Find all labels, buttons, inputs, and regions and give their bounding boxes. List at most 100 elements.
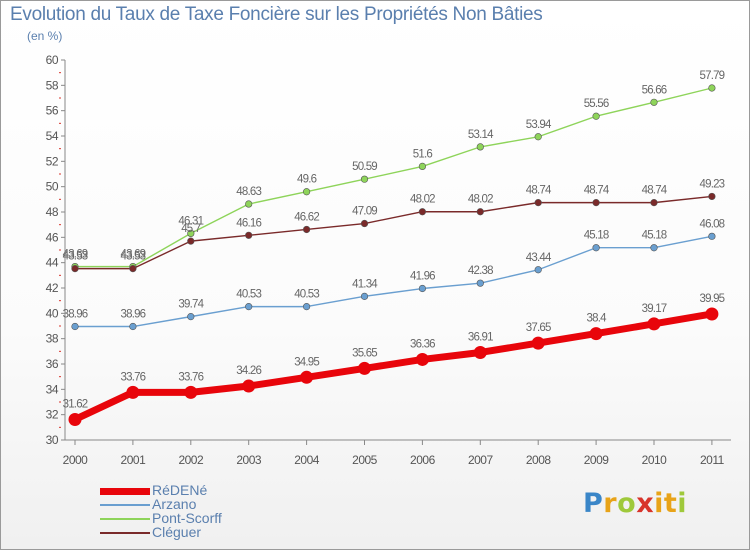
data-label: 38.96: [63, 309, 88, 321]
data-label: 57.79: [700, 70, 725, 82]
y-tick-label: 52: [46, 154, 59, 168]
data-point: [184, 385, 198, 399]
logo-letter: t: [663, 488, 678, 519]
data-point: [303, 188, 311, 196]
data-label: 51.6: [413, 148, 433, 160]
x-tick-label: 2010: [642, 453, 668, 467]
data-point: [589, 327, 603, 341]
data-point: [708, 84, 716, 92]
legend: RéDENé Arzano Pont-Scorff Cléguer: [100, 482, 300, 540]
series-line-arzano: [75, 235, 713, 328]
data-label: 46.08: [700, 218, 725, 230]
data-label: 48.74: [526, 185, 552, 197]
data-point: [126, 385, 140, 399]
x-tick-label: 2005: [352, 453, 378, 467]
data-point: [245, 231, 253, 239]
data-point: [71, 322, 79, 331]
data-point: [360, 175, 369, 183]
data-point: [647, 317, 661, 331]
legend-label: Cléguer: [152, 524, 202, 540]
y-tick-label: 40: [46, 306, 59, 320]
data-label: 49.6: [297, 174, 317, 186]
data-label: 53.94: [526, 119, 552, 131]
data-label: 39.17: [642, 303, 667, 315]
data-label: 48.02: [468, 194, 493, 206]
logo-letter: r: [603, 488, 618, 519]
data-point: [71, 265, 79, 273]
data-point: [592, 199, 600, 207]
y-tick-label: 54: [46, 129, 59, 143]
data-label: 39.95: [700, 293, 725, 305]
series-line-pont-scorff: [75, 87, 713, 268]
data-label: 33.76: [121, 371, 146, 383]
logo-letter: i: [654, 488, 664, 519]
logo-letter: x: [636, 488, 655, 519]
y-tick-label: 60: [46, 53, 59, 67]
data-point: [68, 412, 82, 426]
data-label: 34.95: [294, 356, 319, 368]
data-label: 48.02: [410, 194, 435, 206]
data-label: 53.14: [468, 129, 494, 141]
data-label: 47.09: [352, 206, 377, 218]
legend-swatch: [100, 487, 150, 495]
data-label: 31.62: [63, 398, 88, 410]
legend-swatch: [100, 518, 150, 520]
data-point: [708, 232, 716, 240]
logo-letter: i: [677, 488, 688, 519]
proxiti-logo: Proxiti: [583, 488, 687, 519]
legend-swatch: [100, 532, 150, 534]
data-point: [650, 199, 658, 207]
data-label: 50.59: [352, 161, 377, 173]
data-point: [300, 370, 314, 384]
legend-item: Pont-Scorff: [100, 510, 300, 526]
data-label: 39.74: [178, 299, 204, 311]
data-point: [245, 303, 253, 311]
data-label: 43.44: [526, 252, 552, 264]
data-point: [187, 229, 195, 238]
data-point: [650, 244, 658, 252]
data-label: 35.65: [352, 347, 377, 359]
data-point: [705, 307, 719, 321]
data-point: [242, 379, 256, 393]
data-label: 48.74: [642, 185, 668, 197]
legend-label: RéDENé: [152, 482, 208, 498]
x-tick-label: 2008: [526, 453, 552, 467]
legend-item: RéDENé: [100, 482, 300, 498]
data-label: 45.7: [181, 223, 201, 235]
y-tick-label: 56: [46, 104, 59, 118]
data-label: 45.18: [642, 230, 667, 242]
data-point: [129, 265, 137, 273]
data-label: 46.31: [178, 215, 203, 227]
data-point: [418, 162, 427, 170]
y-tick-label: 34: [46, 382, 59, 396]
x-tick-label: 2003: [236, 453, 262, 467]
x-tick-label: 2002: [178, 453, 204, 467]
data-label: 46.62: [294, 211, 319, 223]
data-point: [592, 112, 600, 120]
data-label: 38.96: [121, 309, 146, 321]
data-label: 43.69: [121, 249, 146, 261]
data-label: 55.56: [584, 98, 609, 110]
data-label: 43.53: [121, 251, 146, 263]
data-point: [592, 244, 600, 252]
data-label: 34.26: [236, 365, 261, 377]
data-label: 37.65: [526, 322, 551, 334]
data-label: 40.53: [236, 289, 261, 301]
y-tick-label: 44: [46, 256, 59, 270]
data-label: 43.69: [63, 249, 88, 261]
data-label: 38.4: [587, 313, 608, 325]
data-point: [476, 208, 484, 216]
data-point: [418, 208, 427, 216]
x-tick-label: 2000: [63, 453, 89, 467]
data-label: 46.16: [236, 217, 261, 229]
legend-swatch: [100, 504, 150, 506]
data-point: [473, 345, 487, 359]
data-label: 33.76: [178, 371, 203, 383]
legend-item: Cléguer: [100, 524, 300, 540]
data-label: 49.23: [700, 178, 725, 190]
data-point: [476, 279, 484, 287]
data-label: 42.38: [468, 265, 493, 277]
data-point: [708, 192, 716, 201]
unit-label: (en %): [27, 29, 63, 43]
